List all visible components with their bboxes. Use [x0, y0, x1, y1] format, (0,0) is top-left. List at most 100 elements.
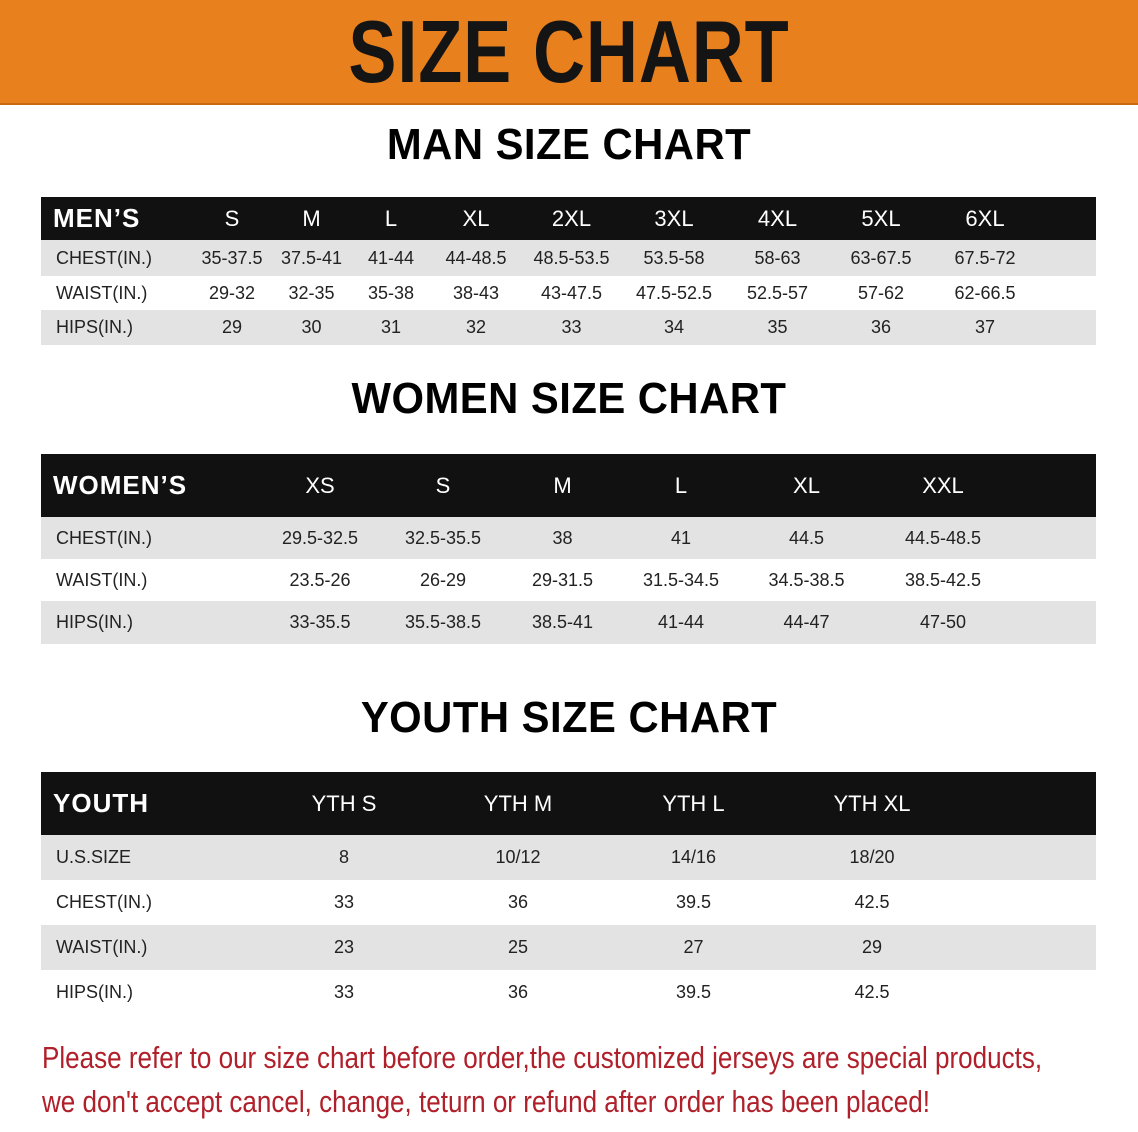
- size-header-cell: YTH M: [431, 772, 605, 835]
- table-row: CHEST(IN.) 35-37.5 37.5-41 41-44 44-48.5 48.5…: [41, 240, 1096, 276]
- measurement-cell: 38: [504, 517, 621, 559]
- size-header-cell: YTH XL: [782, 772, 962, 835]
- measurement-cell: 18/20: [782, 835, 962, 880]
- measurement-cell: 36: [431, 970, 605, 1015]
- measurement-cell: 44.5-48.5: [872, 517, 1014, 559]
- size-header-cell: L: [621, 454, 741, 517]
- measurement-cell: [1014, 517, 1096, 559]
- row-label: CHEST(IN.): [41, 517, 258, 559]
- measurement-cell: 33: [521, 310, 622, 345]
- row-label: HIPS(IN.): [41, 310, 192, 345]
- men-section-title: MAN SIZE CHART: [386, 120, 752, 169]
- measurement-cell: 33: [257, 880, 431, 925]
- size-header-cell: 5XL: [829, 197, 933, 240]
- measurement-cell: 23.5-26: [258, 559, 382, 601]
- size-header-cell: XXL: [872, 454, 1014, 517]
- measurement-cell: 23: [257, 925, 431, 970]
- table-row: WAIST(IN.) 29-32 32-35 35-38 38-43 43-47.5 47.…: [41, 276, 1096, 310]
- measurement-cell: 36: [829, 310, 933, 345]
- measurement-cell: 29.5-32.5: [258, 517, 382, 559]
- row-label: CHEST(IN.): [41, 240, 192, 276]
- measurement-cell: 10/12: [431, 835, 605, 880]
- measurement-cell: 48.5-53.5: [521, 240, 622, 276]
- measurement-cell: 57-62: [829, 276, 933, 310]
- table-row: WAIST(IN.) 23.5-26 26-29 29-31.5 31.5-34.5 34…: [41, 559, 1096, 601]
- header-row: YOUTH YTH S YTH M YTH L YTH XL: [41, 772, 1096, 835]
- measurement-cell: 44-47: [741, 601, 872, 644]
- measurement-cell: 33: [257, 970, 431, 1015]
- row-label: MEN’S: [41, 197, 192, 240]
- measurement-cell: [962, 970, 1096, 1015]
- measurement-cell: 32-35: [272, 276, 351, 310]
- measurement-cell: 47.5-52.5: [622, 276, 726, 310]
- size-header-cell: 3XL: [622, 197, 726, 240]
- measurement-cell: 47-50: [872, 601, 1014, 644]
- youth-size-table: YOUTH YTH S YTH M YTH L YTH XL U.S.SIZE 8 10/12…: [41, 772, 1096, 1015]
- size-header-cell: 2XL: [521, 197, 622, 240]
- measurement-cell: 25: [431, 925, 605, 970]
- measurement-cell: 67.5-72: [933, 240, 1037, 276]
- measurement-cell: 8: [257, 835, 431, 880]
- table-row: CHEST(IN.) 29.5-32.5 32.5-35.5 38 41 44.5 44.5…: [41, 517, 1096, 559]
- measurement-cell: 36: [431, 880, 605, 925]
- size-header-cell: YTH L: [605, 772, 782, 835]
- measurement-cell: 35-38: [351, 276, 431, 310]
- measurement-cell: 58-63: [726, 240, 829, 276]
- measurement-cell: 37.5-41: [272, 240, 351, 276]
- measurement-cell: 43-47.5: [521, 276, 622, 310]
- measurement-cell: 31: [351, 310, 431, 345]
- header-banner: SIZE CHART: [0, 0, 1138, 105]
- measurement-cell: 53.5-58: [622, 240, 726, 276]
- women-section-title: WOMEN SIZE CHART: [351, 374, 787, 423]
- measurement-cell: 29: [192, 310, 272, 345]
- header-row: MEN’S S M L XL 2XL 3XL 4XL 5XL 6XL: [41, 197, 1096, 240]
- table-row: U.S.SIZE 8 10/12 14/16 18/20: [41, 835, 1096, 880]
- page-title: SIZE CHART: [348, 2, 790, 101]
- measurement-cell: 29-31.5: [504, 559, 621, 601]
- size-header-cell: S: [382, 454, 504, 517]
- row-label: U.S.SIZE: [41, 835, 257, 880]
- size-header-cell: [962, 772, 1096, 835]
- measurement-cell: 29-32: [192, 276, 272, 310]
- measurement-cell: 41: [621, 517, 741, 559]
- measurement-cell: 14/16: [605, 835, 782, 880]
- measurement-cell: [1014, 559, 1096, 601]
- measurement-cell: 62-66.5: [933, 276, 1037, 310]
- measurement-cell: [962, 835, 1096, 880]
- measurement-cell: 27: [605, 925, 782, 970]
- row-label: HIPS(IN.): [41, 601, 258, 644]
- table-row: HIPS(IN.) 29 30 31 32 33 34 35 36 37: [41, 310, 1096, 345]
- measurement-cell: 31.5-34.5: [621, 559, 741, 601]
- measurement-cell: 35: [726, 310, 829, 345]
- measurement-cell: 34.5-38.5: [741, 559, 872, 601]
- measurement-cell: [1037, 240, 1096, 276]
- measurement-cell: 52.5-57: [726, 276, 829, 310]
- measurement-cell: 38.5-42.5: [872, 559, 1014, 601]
- table-row: HIPS(IN.) 33-35.5 35.5-38.5 38.5-41 41-44 44-…: [41, 601, 1096, 644]
- row-label: WAIST(IN.): [41, 276, 192, 310]
- notice-line-1: Please refer to our size chart before or…: [42, 1040, 1043, 1075]
- measurement-cell: [1037, 276, 1096, 310]
- measurement-cell: 29: [782, 925, 962, 970]
- measurement-cell: [962, 880, 1096, 925]
- size-header-cell: XS: [258, 454, 382, 517]
- measurement-cell: 44-48.5: [431, 240, 521, 276]
- size-header-cell: XL: [431, 197, 521, 240]
- notice-line-2: we don't accept cancel, change, teturn o…: [42, 1084, 931, 1119]
- size-header-cell: M: [504, 454, 621, 517]
- row-label: HIPS(IN.): [41, 970, 257, 1015]
- measurement-cell: 32.5-35.5: [382, 517, 504, 559]
- order-notice: Please refer to our size chart before or…: [42, 1036, 1126, 1124]
- table-row: CHEST(IN.) 33 36 39.5 42.5: [41, 880, 1096, 925]
- size-header-cell: 4XL: [726, 197, 829, 240]
- measurement-cell: 41-44: [621, 601, 741, 644]
- measurement-cell: 34: [622, 310, 726, 345]
- measurement-cell: [1014, 601, 1096, 644]
- size-header-cell: 6XL: [933, 197, 1037, 240]
- measurement-cell: 33-35.5: [258, 601, 382, 644]
- table-row: WAIST(IN.) 23 25 27 29: [41, 925, 1096, 970]
- size-header-cell: YTH S: [257, 772, 431, 835]
- measurement-cell: [1037, 310, 1096, 345]
- measurement-cell: 30: [272, 310, 351, 345]
- measurement-cell: 38.5-41: [504, 601, 621, 644]
